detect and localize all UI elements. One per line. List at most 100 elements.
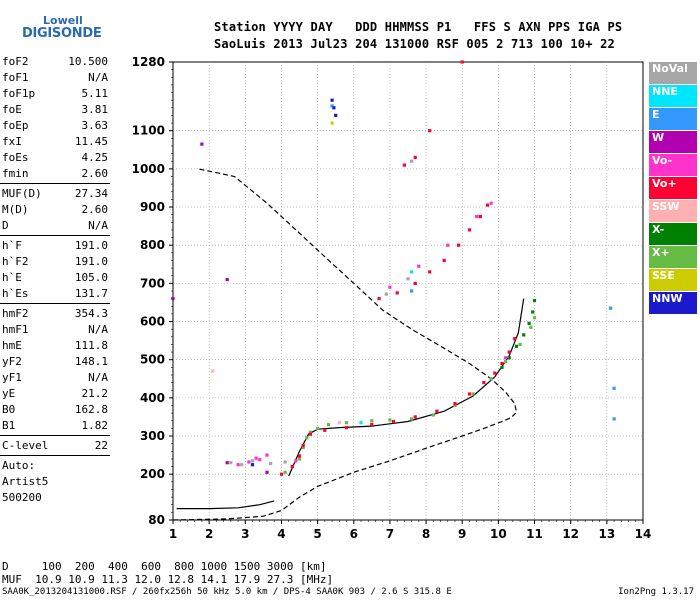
data-point	[522, 333, 526, 337]
x-tick-label: 1	[169, 527, 177, 541]
data-point	[442, 258, 446, 263]
param-name: yF2	[2, 355, 22, 368]
x-tick-label: 8	[422, 527, 430, 541]
param-value: 2.60	[81, 167, 109, 180]
data-point	[485, 203, 490, 207]
data-point	[518, 342, 522, 346]
param-row: fxI 11.45	[0, 134, 110, 150]
param-value: 105.0	[74, 271, 108, 284]
data-point	[297, 457, 302, 461]
data-point	[475, 215, 479, 219]
data-point	[384, 292, 388, 296]
data-point	[410, 159, 414, 163]
x-tick-label: 13	[598, 527, 615, 541]
data-point	[478, 215, 482, 219]
data-point	[258, 458, 262, 462]
param-name: foE	[2, 103, 22, 116]
legend-item-vo: Vo-	[649, 154, 697, 176]
x-tick-label: 9	[458, 527, 466, 541]
x-tick-label: 6	[350, 527, 358, 541]
header-line-2: SaoLuis 2013 Jul23 204 131000 RSF 005 2 …	[214, 37, 615, 51]
param-row: foEs 4.25	[0, 150, 110, 166]
x-tick-label: 11	[526, 527, 543, 541]
y-tick-label: 200	[140, 467, 165, 481]
y-tick-label: 700	[140, 276, 165, 290]
data-point	[236, 463, 240, 467]
param-name: B1	[2, 419, 16, 432]
param-value: 2.60	[81, 203, 109, 216]
param-name: h`F	[2, 239, 22, 252]
data-point	[410, 289, 414, 293]
param-divider	[0, 435, 110, 436]
y-tick-label: 1000	[132, 162, 165, 176]
data-point	[290, 465, 294, 469]
data-point	[326, 423, 331, 427]
data-point	[229, 461, 233, 465]
param-row: h`Es 131.7	[0, 286, 110, 302]
param-row: yF1 N/A	[0, 370, 110, 386]
param-row: B1 1.82	[0, 418, 110, 434]
y-tick-label: 1280	[132, 55, 165, 69]
logo-lowell: Lowell	[43, 14, 83, 27]
param-value: N/A	[88, 71, 108, 84]
data-point	[395, 291, 399, 295]
param-divider	[0, 303, 110, 304]
data-point	[388, 285, 392, 289]
data-point	[504, 360, 508, 364]
param-name: hmF1	[2, 323, 29, 336]
y-tick-label: 400	[140, 391, 165, 405]
data-point	[323, 428, 327, 432]
param-name: foF2	[2, 55, 29, 68]
muf-value-row: MUF 10.9 10.9 11.3 12.0 12.8 14.1 17.9 2…	[2, 573, 334, 586]
param-value: 21.2	[81, 387, 109, 400]
y-tick-label: 300	[140, 429, 165, 443]
y-tick-label: 800	[140, 238, 165, 252]
data-point	[388, 418, 392, 422]
param-row: MUF(D) 27.34	[0, 186, 110, 202]
data-point	[532, 298, 537, 303]
data-point	[330, 121, 334, 125]
param-row: foF2 10.500	[0, 54, 110, 70]
x-tick-label: 5	[313, 527, 321, 541]
param-name: h`E	[2, 271, 22, 284]
data-point	[612, 386, 616, 390]
param-name: hmE	[2, 339, 22, 352]
data-point	[532, 316, 537, 320]
data-point	[250, 459, 255, 463]
param-row: C-level 22	[0, 438, 110, 454]
data-point	[294, 459, 298, 463]
param-name: yF1	[2, 371, 22, 384]
param-name: foF1p	[2, 87, 36, 100]
legend-item-x: X-	[649, 223, 697, 245]
data-point	[489, 201, 493, 205]
param-name: foEp	[2, 119, 29, 132]
data-point	[612, 417, 616, 421]
param-value: 354.3	[74, 307, 108, 320]
param-value: 111.8	[74, 339, 108, 352]
profile-line	[172, 168, 518, 521]
data-point	[370, 423, 374, 427]
data-point	[301, 444, 305, 448]
trace-line	[288, 298, 525, 477]
param-row: D N/A	[0, 218, 110, 234]
data-point	[513, 337, 517, 341]
data-point	[225, 277, 229, 282]
param-value: 1.82	[81, 419, 109, 432]
param-value: 10.500	[68, 55, 108, 68]
data-point	[332, 106, 336, 110]
param-value: 11.45	[74, 135, 108, 148]
data-point	[489, 377, 493, 381]
param-name: foEs	[2, 151, 29, 164]
plot-frame	[172, 61, 644, 521]
data-point	[471, 392, 475, 396]
data-point	[247, 460, 251, 464]
param-value: N/A	[88, 219, 108, 232]
data-point	[297, 454, 302, 458]
param-name: hmF2	[2, 307, 29, 320]
param-value: 162.8	[74, 403, 108, 416]
x-tick-label: 10	[490, 527, 507, 541]
legend-item-vo: Vo+	[649, 177, 697, 199]
data-point	[279, 472, 284, 476]
param-row: hmE 111.8	[0, 338, 110, 354]
data-point	[453, 402, 457, 406]
